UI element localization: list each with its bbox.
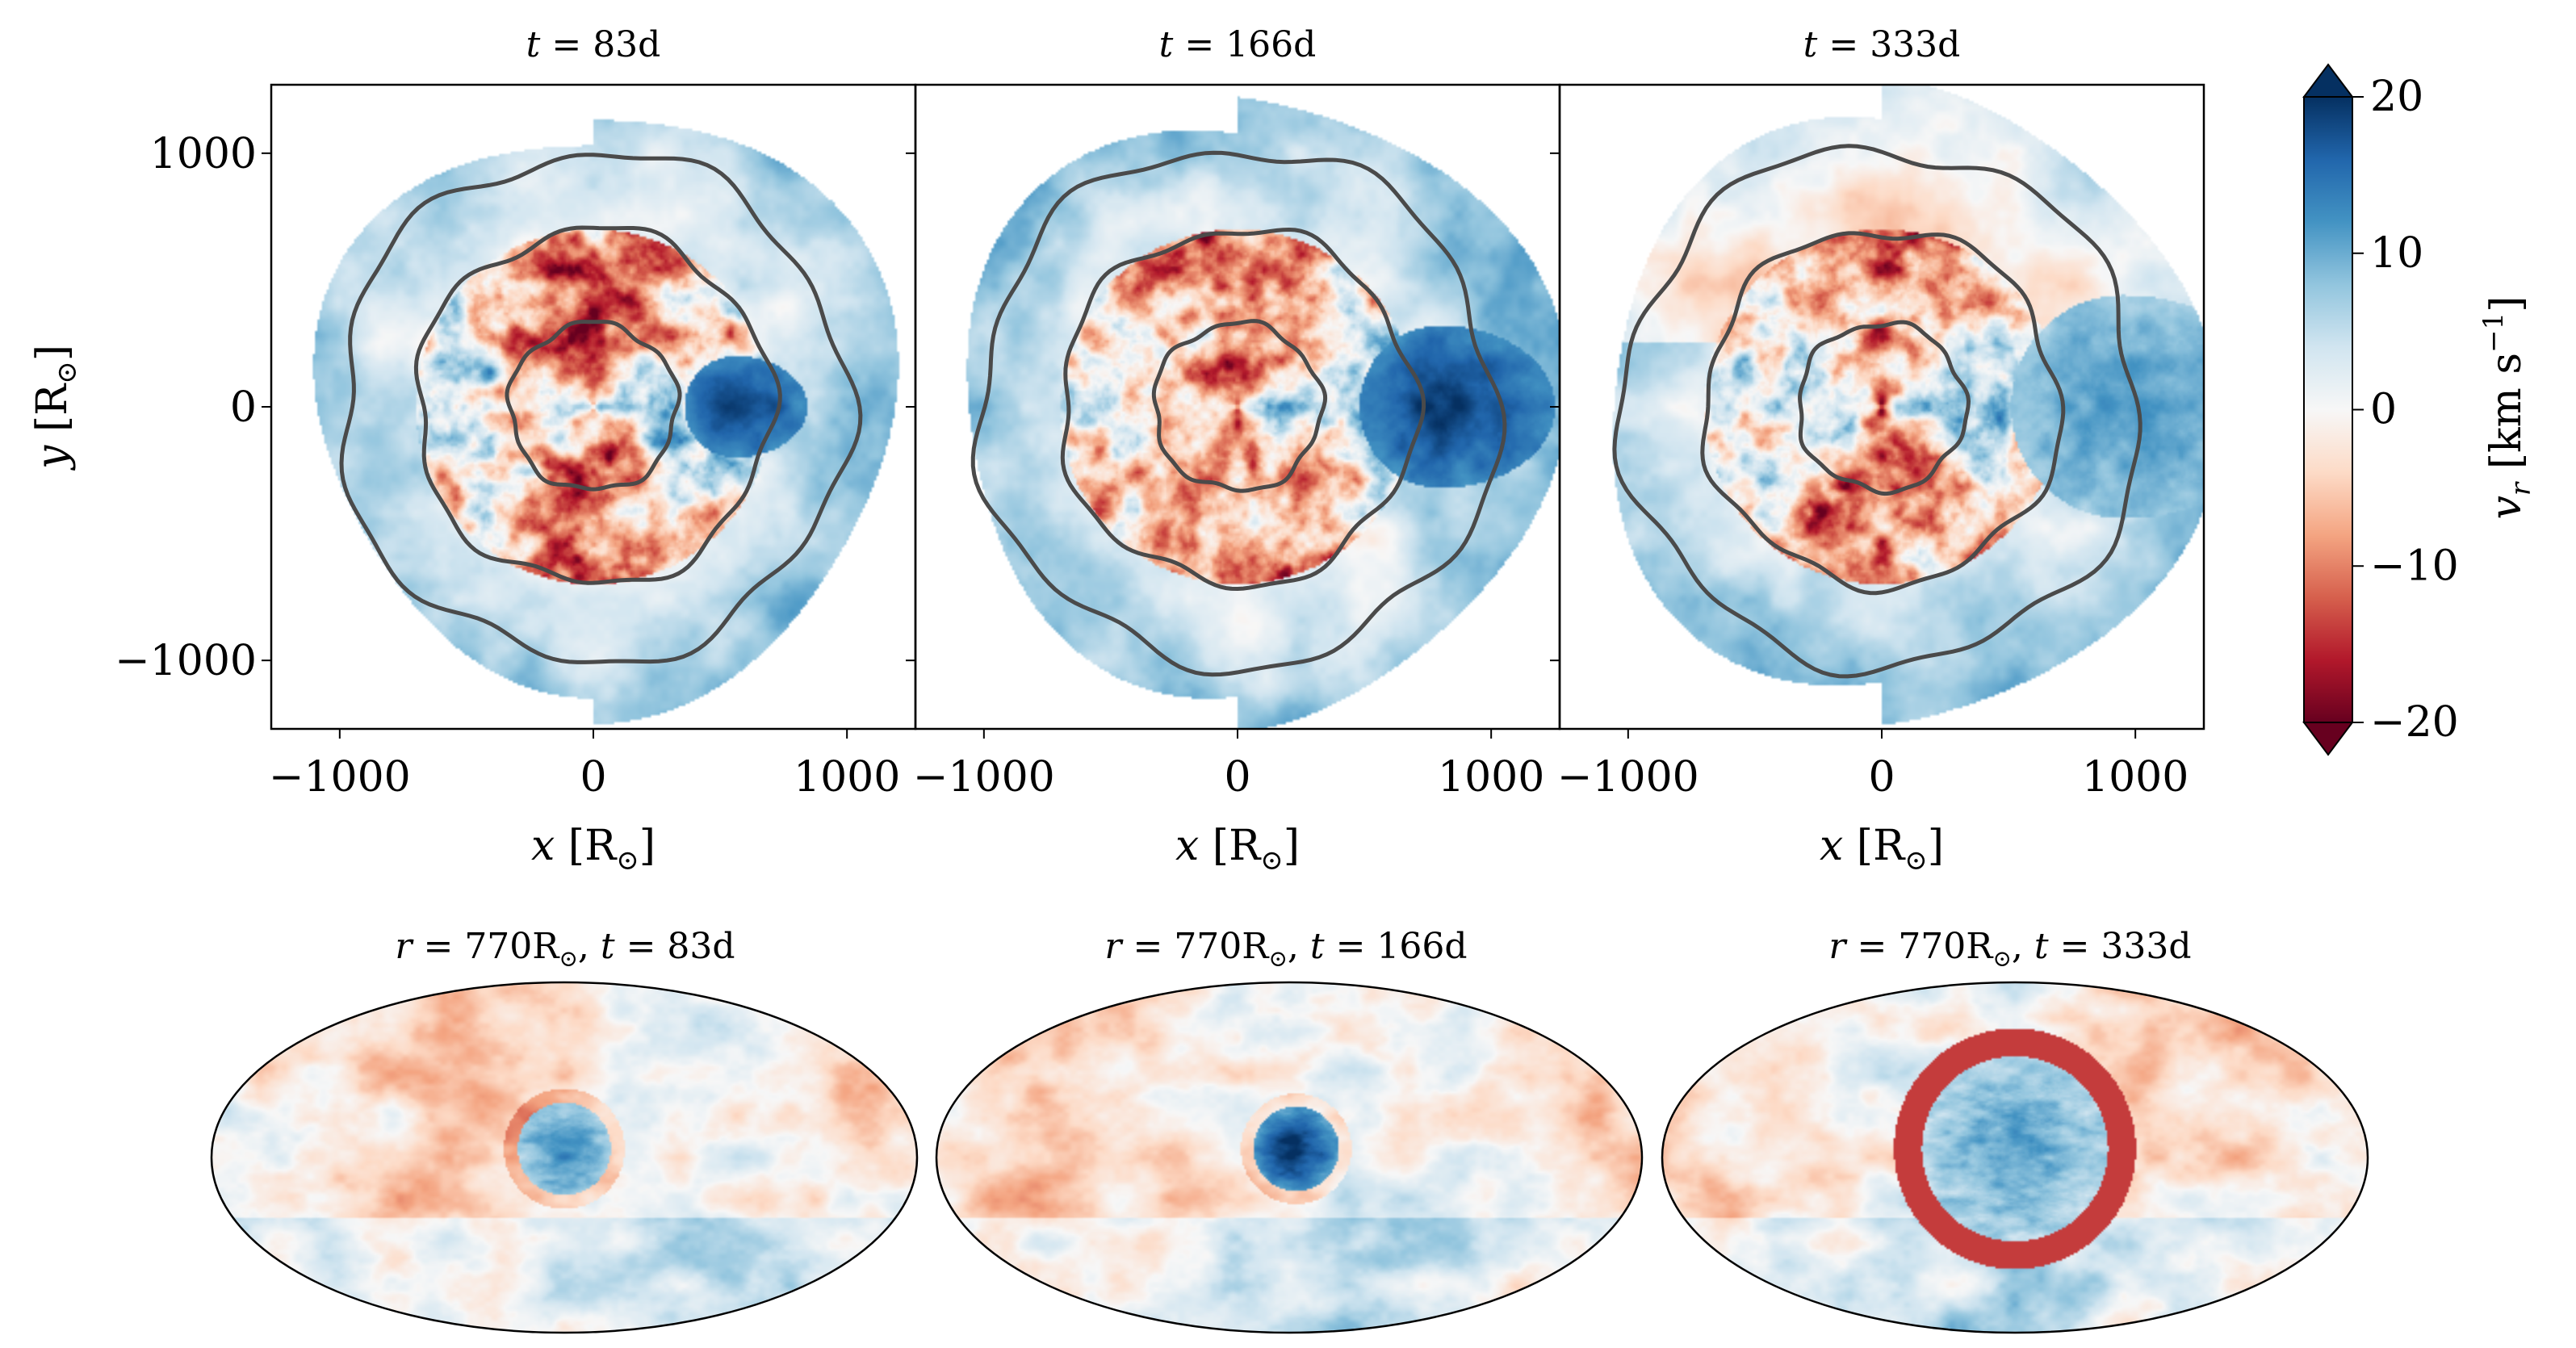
density-contour <box>1060 227 1426 592</box>
density-contour <box>413 225 782 585</box>
x-tick-label: 0 <box>580 753 606 802</box>
colorbar-tick-label: 20 <box>2370 73 2423 121</box>
colorbar-gradient <box>2303 96 2353 723</box>
x-tick-label: 1000 <box>1438 753 1544 802</box>
colorbar-tick-label: 10 <box>2370 229 2423 278</box>
colorbar-extend-bottom <box>2302 722 2354 756</box>
mollweide-map-3 <box>1662 982 2368 1333</box>
x-tick-label: 1000 <box>794 753 900 802</box>
slice-panel-2: t = 166d <box>914 24 1561 731</box>
velocity-slice-image-3 <box>1560 85 2204 729</box>
density-contour <box>1612 144 2142 679</box>
density-contour <box>1151 319 1328 493</box>
slice-title-1: t = 83d <box>526 24 661 65</box>
mollweide-title-2: r = 770R⊙, t = 166d <box>1104 926 1467 972</box>
x-tick-label: 0 <box>1868 753 1895 802</box>
contour-lines-2 <box>970 150 1507 677</box>
contour-lines-3 <box>1612 144 2142 679</box>
slice-panel-3: t = 333d <box>1558 24 2205 731</box>
x-axis-label-2: x [R⊙] <box>1175 822 1300 877</box>
y-axis-label: y [R⊙] <box>28 345 83 471</box>
mollweide-panel-2: r = 770R⊙, t = 166d <box>935 926 1644 1334</box>
density-contour <box>1798 320 1971 496</box>
mollweide-title-1: r = 770R⊙, t = 83d <box>395 926 735 972</box>
slice-title-3: t = 333d <box>1803 24 1961 65</box>
mollweide-outline-2 <box>935 981 1644 1334</box>
x-tick-label: −1000 <box>913 753 1055 802</box>
mollweide-map-1 <box>212 982 917 1333</box>
colorbar-extend-top <box>2302 63 2354 98</box>
colorbar: 20 10 0 −10 −20 vr [km s−1] <box>2302 63 2537 756</box>
slice-title-2: t = 166d <box>1159 24 1317 65</box>
mollweide-title-3: r = 770R⊙, t = 333d <box>1828 926 2191 972</box>
y-tick-label: 1000 <box>150 130 257 178</box>
velocity-slice-image-2 <box>915 85 1560 729</box>
y-tick-label: 0 <box>230 383 257 432</box>
density-contour <box>1700 231 2066 596</box>
colorbar-label: vr [km s−1] <box>2478 296 2537 520</box>
x-tick-label: −1000 <box>1557 753 1699 802</box>
axis-ticks: −1000 0 1000 −1000 0 1000 −1000 0 1000 1000 0 −1000 <box>115 130 2189 802</box>
mollweide-panel-1: r = 770R⊙, t = 83d <box>210 926 919 1334</box>
mollweide-outline-3 <box>1661 981 2369 1334</box>
density-contour <box>339 153 863 664</box>
contour-lines-1 <box>339 153 863 664</box>
colorbar-tick-label: −10 <box>2370 542 2459 590</box>
mollweide-panel-3: r = 770R⊙, t = 333d <box>1661 926 2369 1334</box>
y-tick-label: −1000 <box>115 637 257 685</box>
colorbar-ticks: 20 10 0 −10 −20 <box>2352 73 2459 747</box>
mollweide-map-2 <box>936 982 1642 1333</box>
x-tick-label: 1000 <box>2082 753 2189 802</box>
colorbar-tick-label: −20 <box>2370 698 2459 747</box>
x-tick-label: 0 <box>1224 753 1250 802</box>
mollweide-outline-1 <box>210 981 919 1334</box>
x-axis-label-1: x [R⊙] <box>531 822 656 877</box>
colorbar-tick-label: 0 <box>2370 386 2397 434</box>
density-contour <box>505 320 682 492</box>
x-tick-label: −1000 <box>269 753 411 802</box>
density-contour <box>970 150 1507 677</box>
velocity-slice-image-1 <box>271 85 915 729</box>
x-axis-label-3: x [R⊙] <box>1820 822 1944 877</box>
slice-panel-1: t = 83d <box>270 24 917 731</box>
